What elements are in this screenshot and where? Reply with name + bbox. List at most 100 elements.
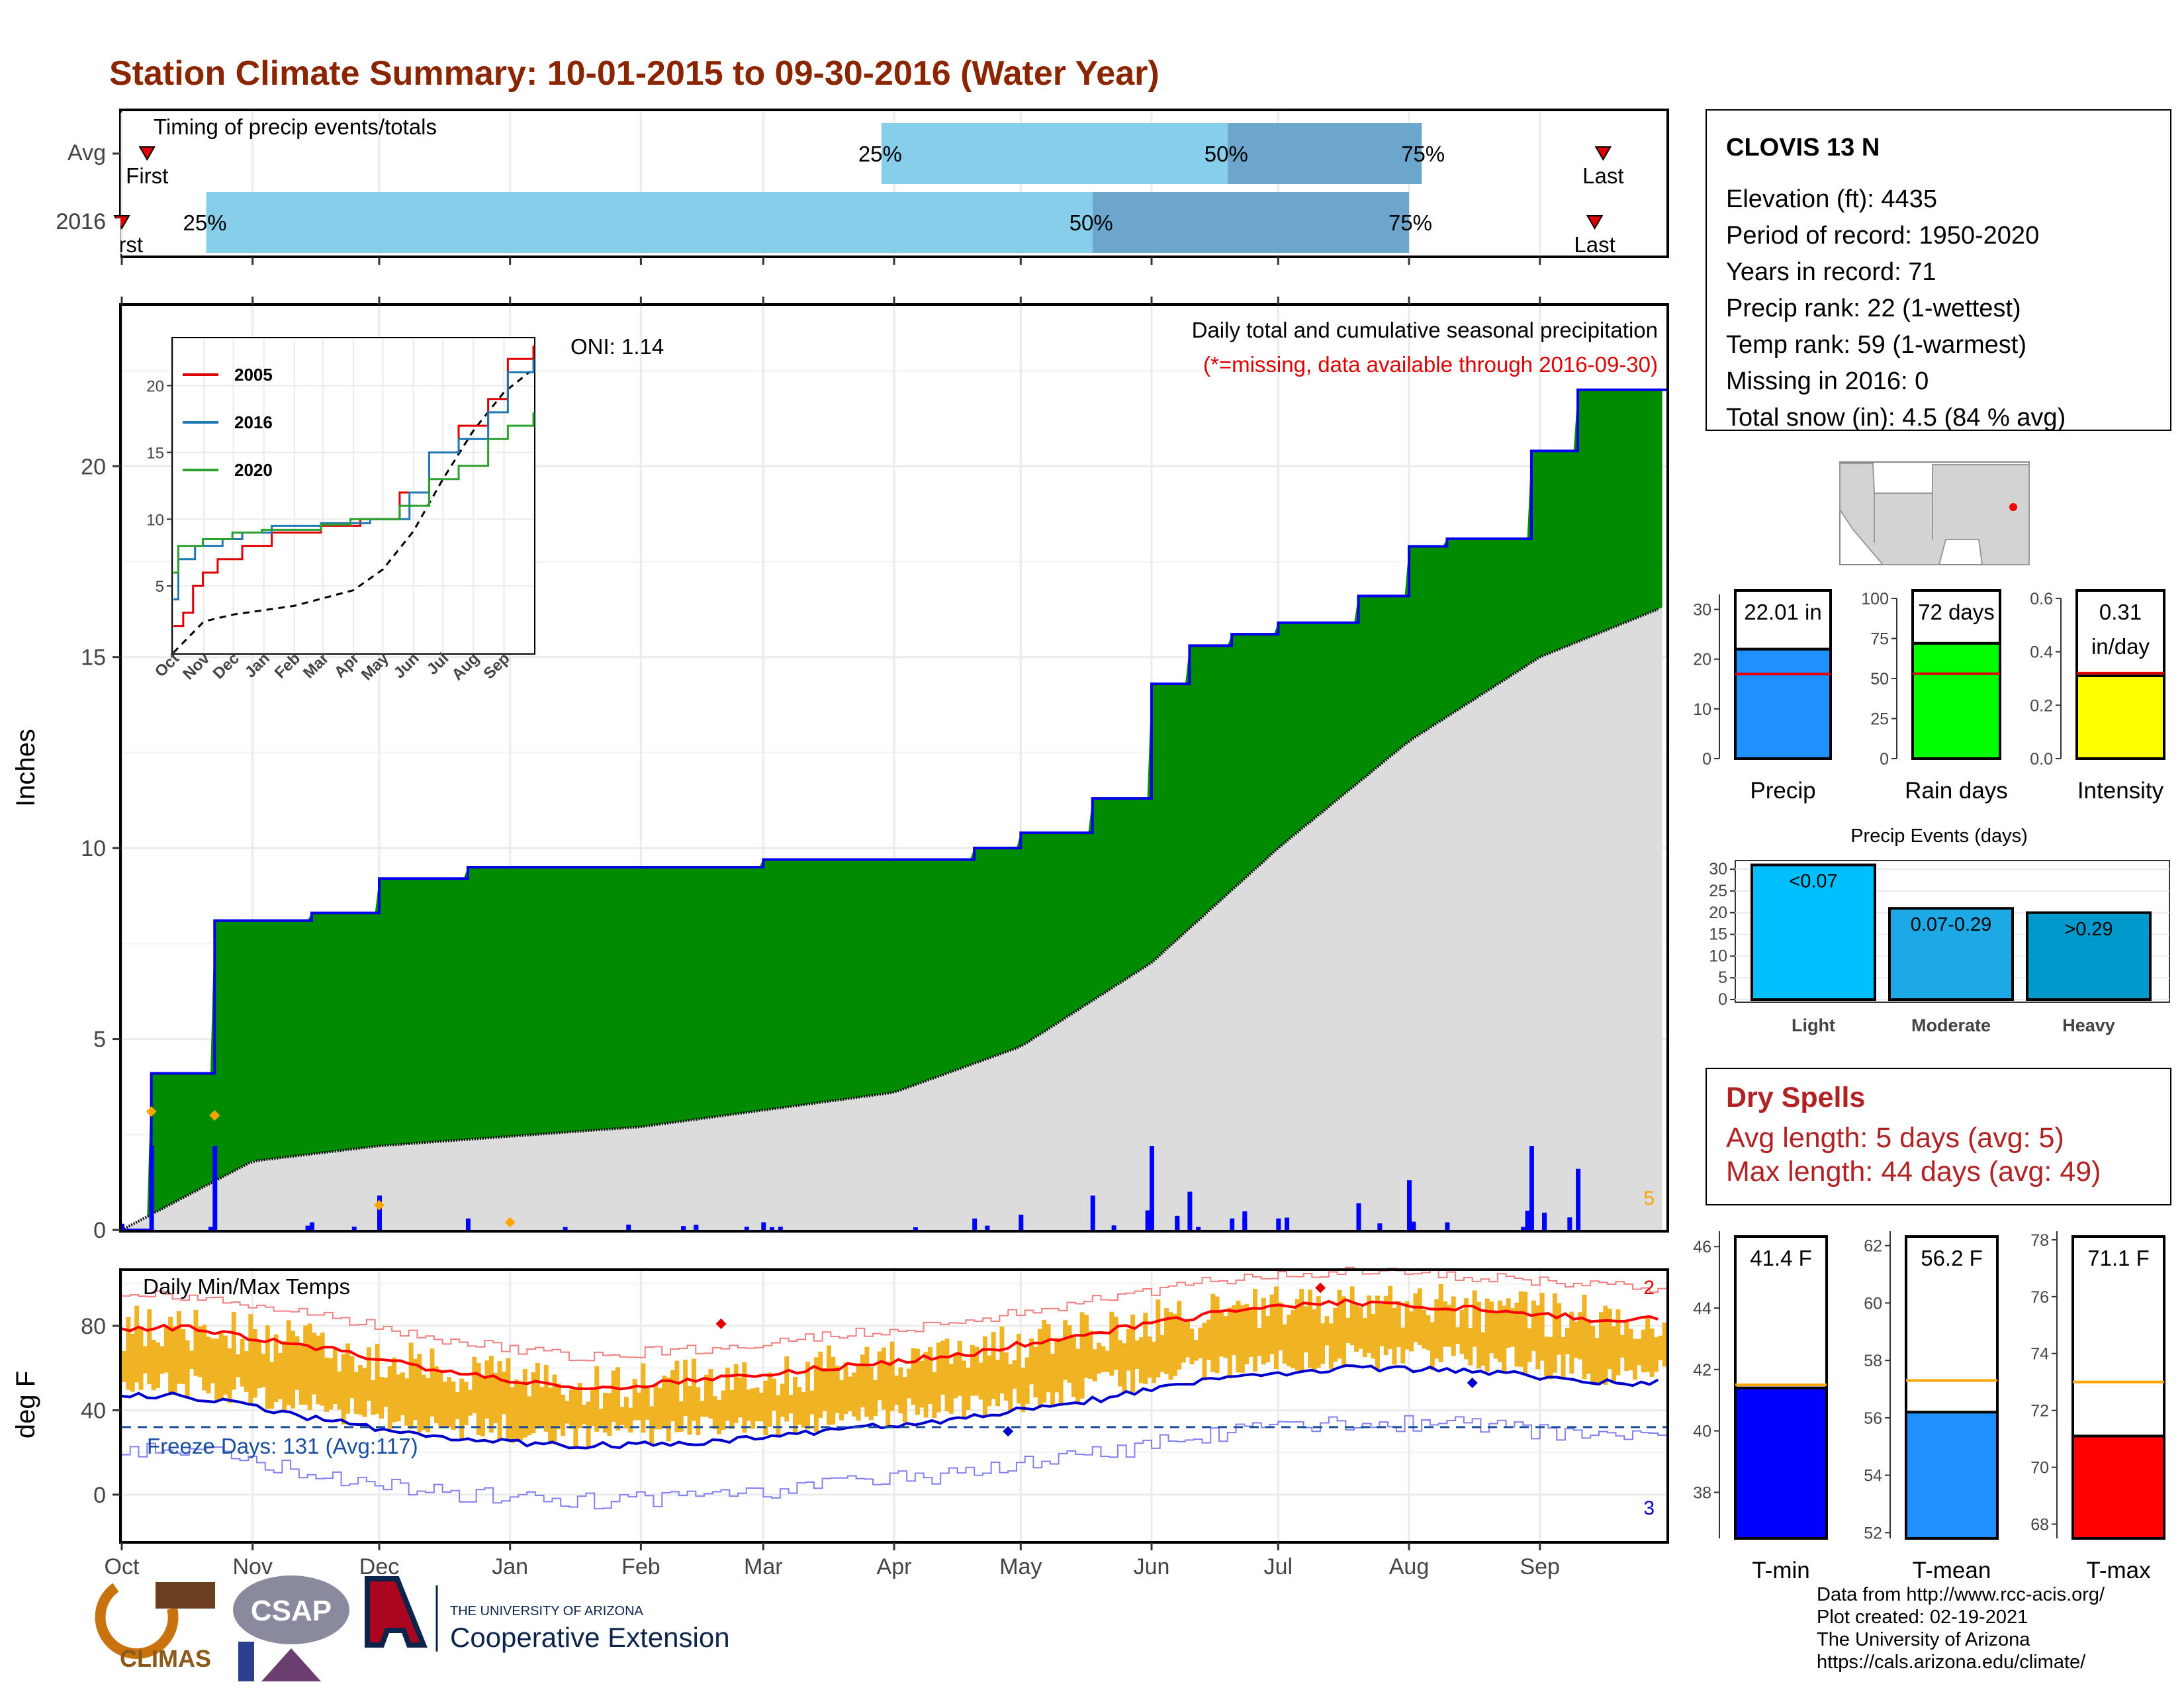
daily-temp-bar [1303, 1306, 1308, 1353]
timing-q75-label: 75% [1401, 142, 1445, 166]
precip-ytick-label: 5 [93, 1027, 106, 1053]
month-label: Mar [744, 1554, 783, 1579]
bar-ytick-label: 52 [1864, 1524, 1882, 1542]
daily-temp-bar [1164, 1308, 1169, 1374]
daily-temp-bar [1232, 1305, 1237, 1356]
daily-temp-bar [1042, 1319, 1047, 1403]
daily-temp-bar [598, 1409, 604, 1429]
daily-temp-bar [467, 1389, 473, 1416]
daily-temp-bar [1177, 1301, 1182, 1370]
daily-temp-bar [1535, 1305, 1541, 1370]
month-label: Dec [359, 1554, 399, 1579]
daily-temp-bar [915, 1348, 920, 1415]
daily-precip-bar [563, 1227, 568, 1230]
daily-temp-bar [396, 1374, 401, 1422]
daily-temp-bar [1295, 1299, 1300, 1371]
bar-ytick-label: 0.2 [2030, 696, 2053, 715]
daily-temp-bar [1544, 1336, 1549, 1376]
daily-temp-bar [181, 1329, 186, 1385]
summary-bar-value: 0.31 [2099, 600, 2142, 624]
timing-bar-q25-q50 [206, 192, 1093, 253]
daily-temp-bar [1021, 1367, 1026, 1412]
summary-bar [1905, 1411, 1999, 1540]
daily-temp-bar [1426, 1315, 1431, 1350]
daily-temp-bar [1282, 1324, 1287, 1364]
daily-temp-bar [987, 1355, 992, 1407]
daily-precip-bar [1150, 1146, 1154, 1230]
temp-bottom-count: 3 [1643, 1497, 1655, 1519]
daily-temp-bar [1054, 1337, 1060, 1393]
daily-temp-bar [666, 1377, 671, 1442]
daily-temp-bar [358, 1365, 363, 1415]
daily-temp-bar [1016, 1333, 1021, 1404]
events-ytick-label: 15 [1709, 925, 1727, 944]
bar-ytick-label: 75 [1870, 630, 1889, 649]
timing-q50-label: 50% [1069, 211, 1113, 235]
daily-temp-bar [1573, 1321, 1578, 1358]
daily-temp-bar [1240, 1305, 1245, 1373]
daily-temp-bar [138, 1326, 144, 1390]
daily-temp-bar [1097, 1342, 1102, 1374]
station-line: Precip rank: 22 (1-wettest) [1726, 295, 2021, 322]
freeze-days: Freeze Days: 131 (Avg:117) [147, 1434, 418, 1458]
daily-temp-bar [974, 1346, 979, 1396]
daily-temp-bar [1561, 1336, 1566, 1379]
daily-temp-bar [227, 1348, 232, 1403]
temp-ytick-label: 0 [93, 1483, 106, 1508]
daily-temp-bar [1455, 1327, 1461, 1344]
daily-temp-bar [1278, 1302, 1283, 1351]
month-label: Jul [1264, 1554, 1293, 1579]
daily-temp-bar [932, 1372, 937, 1419]
bar-ytick-label: 42 [1693, 1361, 1711, 1380]
climas-block [156, 1582, 215, 1609]
timing-row-avg-label: Avg [68, 140, 106, 165]
month-label: Nov [232, 1554, 272, 1579]
daily-temp-bar [1607, 1308, 1612, 1370]
record-max-line [122, 1266, 1666, 1362]
events-ytick-label: 20 [1709, 904, 1727, 922]
daily-temp-bar [864, 1346, 870, 1417]
daily-precip-bar [149, 1146, 154, 1230]
daily-temp-bar [147, 1309, 152, 1385]
daily-temp-bar [1206, 1319, 1211, 1360]
daily-temp-bar [552, 1374, 557, 1442]
daily-temp-bar [366, 1347, 371, 1401]
daily-temp-bar [455, 1391, 460, 1419]
daily-temp-bar [1050, 1354, 1055, 1407]
daily-temp-bar [1113, 1317, 1118, 1370]
daily-temp-bar [928, 1347, 933, 1405]
daily-temp-bar [248, 1314, 253, 1403]
daily-temp-bar [1658, 1335, 1663, 1360]
bar-ytick-label: 50 [1870, 670, 1889, 688]
daily-temp-bar [277, 1352, 283, 1399]
daily-temp-bar [130, 1333, 135, 1392]
daily-temp-bar [1071, 1335, 1076, 1397]
daily-temp-bar [1489, 1301, 1494, 1354]
month-label: Aug [1389, 1554, 1430, 1579]
daily-precip-bar [985, 1225, 990, 1230]
csap-logo: CSAP [233, 1575, 349, 1681]
bar-ytick-label: 100 [1861, 590, 1889, 608]
ua-logo: THE UNIVERSITY OF ARIZONA Cooperative Ex… [365, 1576, 730, 1653]
daily-temp-bar [548, 1387, 553, 1444]
footer-line: The University of Arizona [1817, 1629, 2030, 1650]
daily-temp-bar [1033, 1346, 1038, 1397]
daily-temp-bar [1477, 1301, 1482, 1369]
daily-temp-bar [1603, 1305, 1608, 1385]
daily-temp-bar [451, 1382, 456, 1430]
summary-bar-label: T-mean [1913, 1558, 1991, 1583]
daily-temp-bar [1590, 1326, 1596, 1383]
daily-temp-bar [995, 1360, 1001, 1407]
daily-temp-bar [683, 1360, 688, 1417]
daily-temp-bar [341, 1354, 346, 1425]
daily-temp-bar [1265, 1316, 1271, 1362]
bar-ytick-label: 0.6 [2030, 590, 2053, 608]
daily-precip-bar [465, 1218, 471, 1230]
month-label: Sep [1520, 1554, 1560, 1579]
daily-temp-bar [320, 1333, 325, 1406]
daily-precip-bar [1377, 1223, 1383, 1230]
daily-temp-bar [488, 1356, 494, 1433]
summary-bar-value: 41.4 F [1750, 1246, 1812, 1270]
daily-temp-bar [417, 1354, 422, 1432]
snow-marker [146, 1106, 157, 1117]
